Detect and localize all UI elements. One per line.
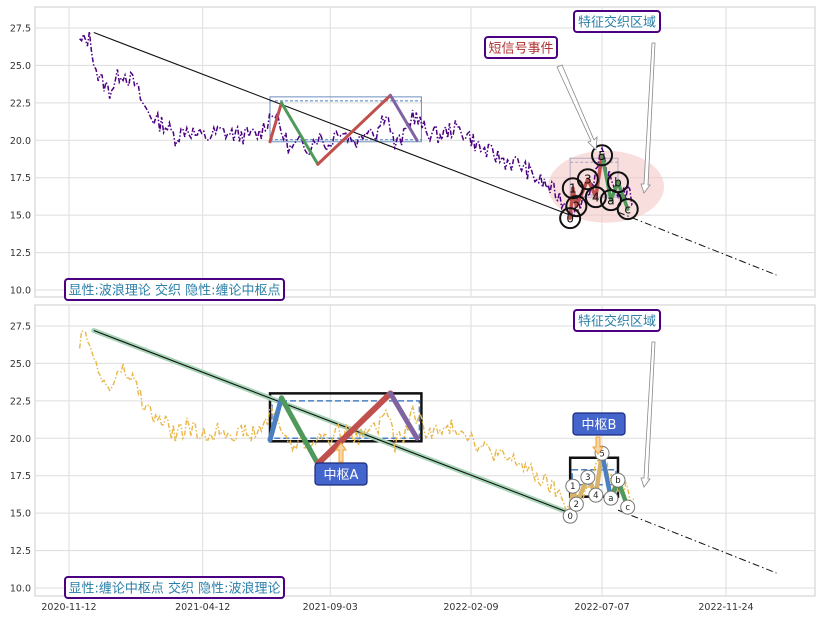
wave-marker xyxy=(616,198,639,221)
region-label-box xyxy=(573,309,661,332)
wave-marker xyxy=(603,490,619,506)
x-tick-label: 2022-07-07 xyxy=(574,602,629,613)
wave-leg xyxy=(388,93,419,142)
wave-label: 0 xyxy=(566,212,574,226)
wave-leg xyxy=(280,101,320,166)
wave-leg xyxy=(600,153,613,202)
wave-label: 0 xyxy=(567,512,572,522)
wave-marker xyxy=(580,469,596,485)
legend-label: 显性:波浪理论 交织 隐性:缠论中枢点 xyxy=(68,283,280,299)
wave-leg xyxy=(599,451,614,501)
zhongshu-b-label-box xyxy=(572,412,626,436)
trendline xyxy=(93,31,571,216)
zhongshu-b-arrow xyxy=(592,436,604,455)
event-label: 短信号事件 xyxy=(488,42,553,57)
y-tick-label: 22.5 xyxy=(10,396,31,407)
wave-label: b xyxy=(615,476,620,486)
wave-marker xyxy=(588,487,604,503)
panel-bottom: 10.0 12.5 15.0 17.5 20.0 22.5 25.0 27.5 0 1 2 34 5 ab… xyxy=(10,304,816,613)
x-tick-label: 2020-11-12 xyxy=(41,602,96,613)
wave-label: c xyxy=(625,503,630,513)
y-tick-label: 22.5 xyxy=(10,98,31,109)
zhongshu-a-arrow xyxy=(335,442,347,463)
x-tick-label: 2022-11-24 xyxy=(698,602,753,613)
event-arrow xyxy=(556,64,598,151)
event-label-box xyxy=(484,36,558,59)
trendline xyxy=(93,329,571,514)
wave-label: b xyxy=(614,176,622,190)
x-tick-label: 2021-04-12 xyxy=(175,602,230,613)
plot-area xyxy=(34,6,816,298)
y-tick-label: 20.0 xyxy=(10,136,31,147)
wave-label: 5 xyxy=(599,449,604,459)
wave-leg xyxy=(314,390,394,467)
y-tick-label: 15.0 xyxy=(10,211,31,222)
region-label: 特征交织区域 xyxy=(578,15,656,31)
wave-marker xyxy=(565,478,581,494)
wave-label: 1 xyxy=(570,482,575,492)
wave-leg xyxy=(616,180,630,211)
y-tick-label: 15.0 xyxy=(10,509,31,520)
wave-marker xyxy=(606,171,629,194)
wave-label: a xyxy=(608,494,613,504)
legend-label-box xyxy=(64,576,285,599)
wave-label: 3 xyxy=(585,473,590,483)
wave-marker xyxy=(610,472,626,488)
x-tick-label: 2021-09-03 xyxy=(303,602,358,613)
wave-label: 5 xyxy=(598,149,606,163)
y-tick-label: 27.5 xyxy=(10,322,31,333)
y-tick-label: 12.5 xyxy=(10,248,31,259)
wave-marker xyxy=(562,508,578,524)
price-line xyxy=(79,31,635,218)
legend-label: 显性:缠论中枢点 交织 隐性:波浪理论 xyxy=(68,581,280,597)
wave-label: 2 xyxy=(573,200,581,214)
price-line xyxy=(78,330,635,512)
legend-label-box xyxy=(64,278,285,301)
y-tick-label: 17.5 xyxy=(10,471,31,482)
wave-label: 3 xyxy=(584,173,592,187)
wave-leg xyxy=(279,395,321,467)
y-tick-label: 10.0 xyxy=(10,286,31,297)
region-arrow xyxy=(640,42,656,194)
wave-marker xyxy=(620,499,636,515)
wave-marker xyxy=(565,195,588,218)
y-tick-label: 20.0 xyxy=(10,434,31,445)
zhongshu-a-label-box xyxy=(314,462,368,486)
zhongshu-box xyxy=(269,96,422,143)
y-tick-label: 10.0 xyxy=(10,584,31,595)
wave-label: 4 xyxy=(593,491,598,501)
y-tick-label: 25.0 xyxy=(10,359,31,370)
wave-leg xyxy=(267,395,285,443)
plot-area xyxy=(34,304,816,597)
zhongshu-a-label: 中枢A xyxy=(324,468,359,483)
wave-marker xyxy=(576,168,599,191)
y-tick-label: 27.5 xyxy=(10,24,31,35)
panel-top: 10.0 12.5 15.0 17.5 20.0 22.5 25.0 27.5 0 1 234 5 ab… xyxy=(10,6,816,301)
wave-label: 4 xyxy=(592,191,600,205)
x-tick-label: 2022-02-09 xyxy=(443,602,498,613)
wave-leg xyxy=(387,390,420,441)
wave-marker xyxy=(559,207,582,230)
wave-leg xyxy=(268,101,284,144)
wave-marker xyxy=(568,496,584,512)
region-label-box xyxy=(573,10,661,33)
wave-label: 1 xyxy=(569,182,577,196)
wave-label: c xyxy=(624,203,631,217)
y-tick-label: 17.5 xyxy=(10,173,31,184)
y-tick-label: 25.0 xyxy=(10,61,31,72)
wave-marker xyxy=(584,186,607,209)
wave-leg xyxy=(594,153,604,199)
region-label: 特征交织区域 xyxy=(578,314,656,330)
wave-marker xyxy=(591,144,614,167)
zhongshu-b-label: 中枢B xyxy=(582,418,617,433)
wave-label: a xyxy=(607,194,614,208)
y-tick-label: 12.5 xyxy=(10,546,31,557)
region-arrow xyxy=(640,341,656,488)
wave-leg xyxy=(316,93,392,166)
wave-label: 2 xyxy=(574,500,579,510)
zhongshu-box-inner xyxy=(271,400,421,440)
